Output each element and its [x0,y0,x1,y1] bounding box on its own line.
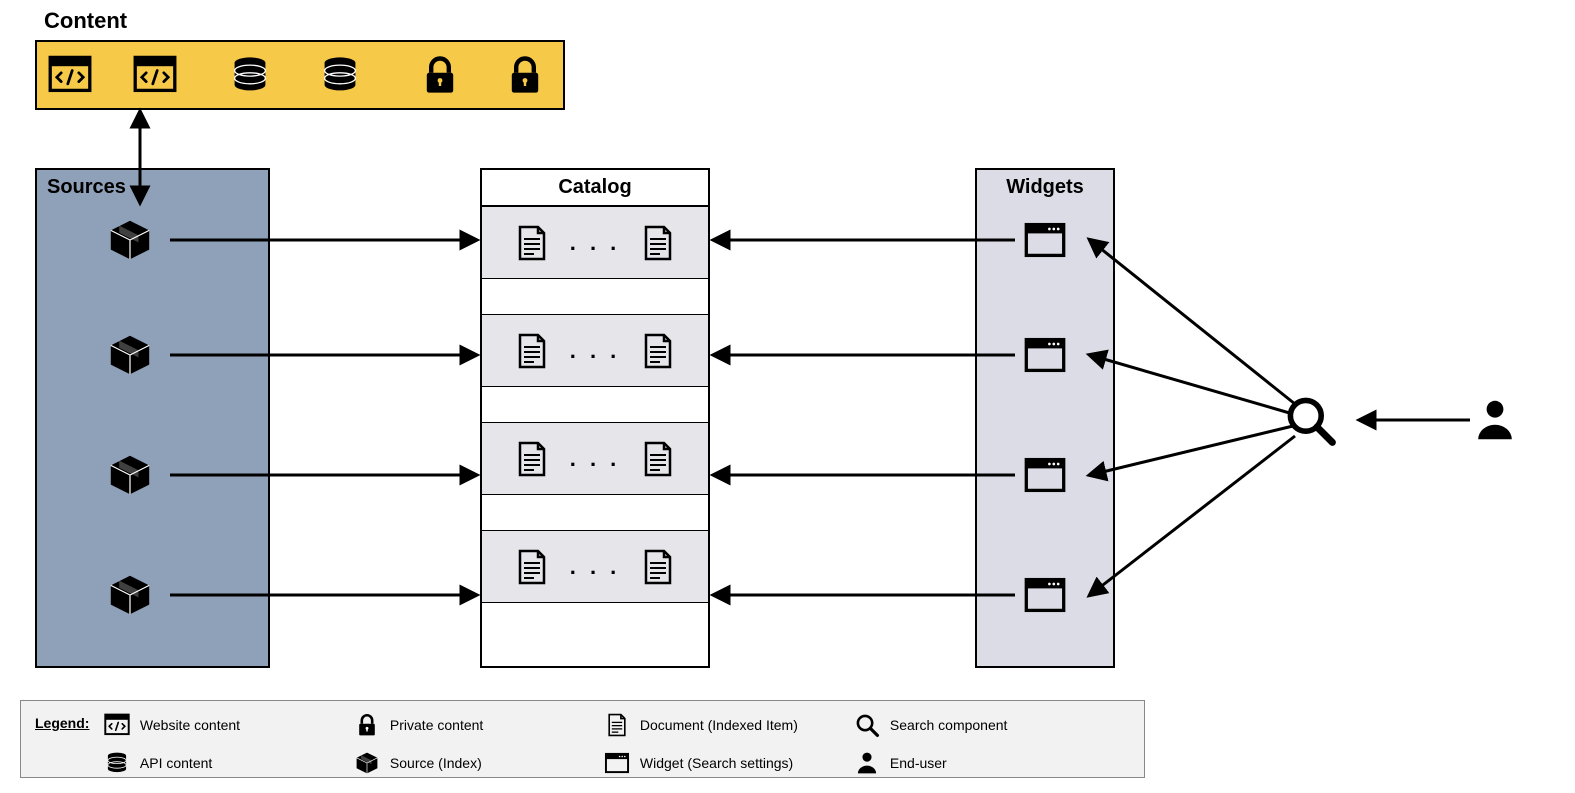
source-box-icon [354,750,380,776]
sources-box: Sources [35,168,270,668]
document-icon [638,439,678,479]
database-icon [104,750,130,776]
widgets-box: Widgets [975,168,1115,668]
catalog-row: . . . [482,207,708,279]
document-icon [638,223,678,263]
document-icon [512,547,552,587]
widgets-header: Widgets [977,170,1113,205]
catalog-header: Catalog [482,170,708,207]
document-icon [512,439,552,479]
legend-item: Source (Index) [354,747,594,779]
content-title: Content [44,8,127,34]
architecture-diagram: Content Sources Catalog . . . . . . . . … [0,0,1575,793]
search-icon [854,712,880,738]
catalog-row: . . . [482,531,708,603]
content-box [35,40,565,110]
legend-label: API content [140,755,212,771]
legend-title: Legend: [35,709,89,731]
legend-label: End-user [890,755,947,771]
catalog-dots: . . . [570,446,621,472]
catalog-box: Catalog . . . . . . . . . . . . [480,168,710,668]
document-icon [512,331,552,371]
legend-label: Private content [390,717,483,733]
legend-label: Source (Index) [390,755,482,771]
catalog-spacer [482,495,708,531]
catalog-dots: . . . [570,230,621,256]
legend-label: Document (Indexed Item) [640,717,798,733]
widget-window-icon [604,750,630,776]
user-icon [854,750,880,776]
catalog-dots: . . . [570,554,621,580]
legend: Legend: Website content Private content … [20,700,1145,778]
catalog-row: . . . [482,315,708,387]
legend-item: End-user [854,747,1094,779]
legend-item: Website content [104,709,344,741]
legend-item: Document (Indexed Item) [604,709,844,741]
code-icon [104,712,130,738]
document-icon [638,331,678,371]
catalog-spacer [482,279,708,315]
catalog-row: . . . [482,423,708,495]
legend-item: Search component [854,709,1094,741]
search-icon [1290,400,1332,442]
legend-label: Widget (Search settings) [640,755,793,771]
catalog-spacer [482,387,708,423]
legend-label: Search component [890,717,1008,733]
document-icon [604,712,630,738]
sources-header: Sources [37,170,268,205]
catalog-dots: . . . [570,338,621,364]
legend-label: Website content [140,717,240,733]
document-icon [512,223,552,263]
legend-item: API content [104,747,344,779]
lock-icon [354,712,380,738]
legend-item: Private content [354,709,594,741]
user-icon [1478,401,1512,439]
legend-item: Widget (Search settings) [604,747,844,779]
document-icon [638,547,678,587]
